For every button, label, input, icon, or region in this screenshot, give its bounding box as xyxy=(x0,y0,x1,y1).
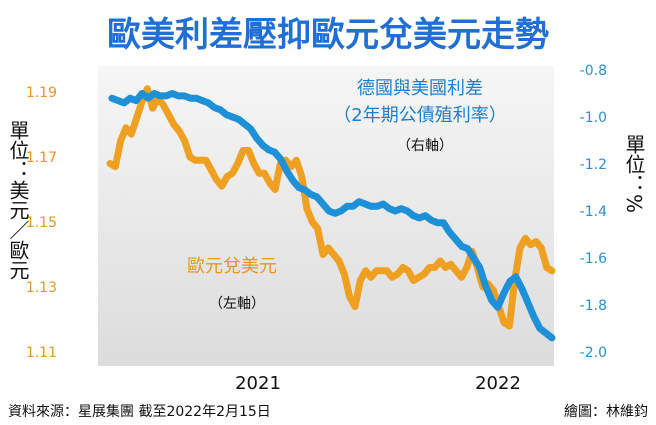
left-tick-label: 1.13 xyxy=(26,280,57,296)
right-axis: -0.8 -1.0 -1.2 -1.4 -1.6 -1.8 -2.0 xyxy=(580,63,607,361)
series-label-eurusd: 歐元兌美元 xyxy=(187,256,277,277)
series-label-spread: 德國與美國利差 xyxy=(357,78,483,99)
right-tick-label: -1.0 xyxy=(580,110,607,126)
plot-background xyxy=(98,66,554,366)
left-tick-label: 1.17 xyxy=(26,150,57,166)
right-tick-label: -1.4 xyxy=(580,204,607,220)
right-unit-label: 單位：% xyxy=(622,134,646,213)
chart-title: 歐美利差壓抑歐元兌美元走勢 xyxy=(107,15,549,55)
left-tick-label: 1.19 xyxy=(26,85,57,101)
x-tick-label: 2021 xyxy=(235,373,281,394)
right-tick-label: -1.2 xyxy=(580,157,607,173)
left-unit-label: 單位：美元／歐元 xyxy=(6,120,30,280)
left-tick-label: 1.15 xyxy=(26,215,57,231)
series-line-spread xyxy=(108,90,556,342)
series-axis-note-right: （右軸） xyxy=(397,138,453,154)
right-tick-label: -1.8 xyxy=(580,298,607,314)
left-tick-label: 1.11 xyxy=(26,345,57,361)
right-tick-label: -1.6 xyxy=(580,251,607,267)
series-label-spread-sub: （2年期公債殖利率） xyxy=(333,104,506,126)
source-note: 資料來源：星展集團 截至2022年2月15日 xyxy=(8,403,271,420)
right-tick-label: -2.0 xyxy=(580,345,607,361)
series-axis-note-left: （左軸） xyxy=(209,296,265,312)
left-axis: 1.19 1.17 1.15 1.13 1.11 xyxy=(26,85,57,361)
right-tick-label: -0.8 xyxy=(580,63,607,79)
x-tick-label: 2022 xyxy=(475,373,521,394)
credit-note: 繪圖：林維鈞 xyxy=(564,403,648,420)
